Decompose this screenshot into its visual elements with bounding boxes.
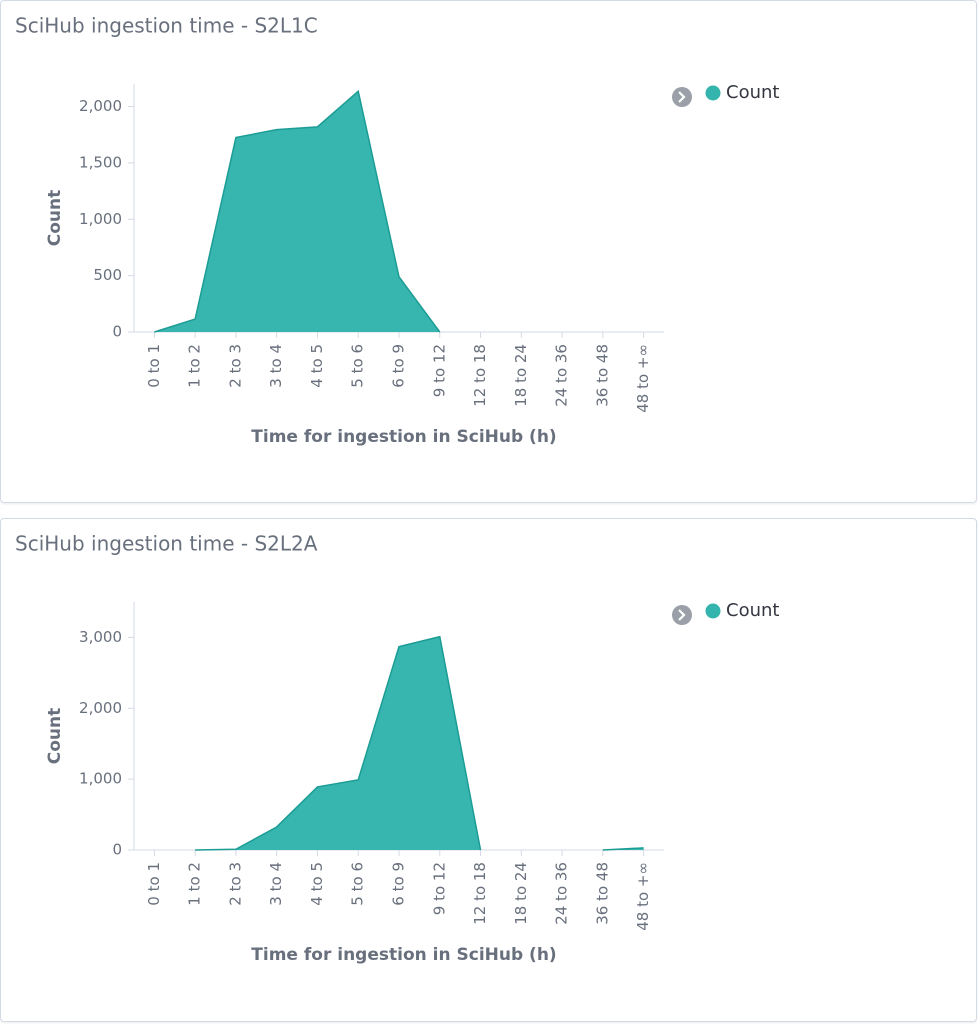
y-tick-label: 1,500 [79,153,122,171]
x-tick-label: 9 to 12 [430,344,448,397]
x-tick-label: 3 to 4 [267,344,285,388]
y-tick-label: 1,000 [79,210,122,228]
legend-label[interactable]: Count [726,600,779,621]
x-tick-label: 24 to 36 [553,344,571,407]
x-tick-label: 12 to 18 [471,344,489,407]
x-tick-label: 24 to 36 [553,862,571,925]
x-tick-label: 2 to 3 [226,344,244,388]
x-tick-label: 6 to 9 [390,344,408,388]
x-tick-label: 5 to 6 [349,862,367,906]
legend-label[interactable]: Count [726,82,779,103]
x-tick-label: 1 to 2 [186,862,204,906]
y-tick-label: 1,000 [79,770,122,788]
x-tick-label: 6 to 9 [390,862,408,906]
x-tick-label: 12 to 18 [471,862,489,925]
chart: SciHub ingestion time - S2L2A 0 1,000 2,000… [15,532,779,966]
x-tick-label: 3 to 4 [267,862,285,906]
x-tick-label: 18 to 24 [512,862,530,925]
x-tick-label: 18 to 24 [512,344,530,407]
y-tick-label: 2,000 [79,97,122,115]
legend-toggle-icon [678,609,686,621]
area [602,847,644,850]
x-tick-label: 0 to 1 [145,862,163,906]
line [154,89,441,333]
legend-toggle[interactable] [672,605,692,625]
x-tick-label: 48 to +∞ [634,344,652,413]
area [154,91,440,332]
x-tick-label: 36 to 48 [593,344,611,407]
y-tick-label: 500 [93,266,122,284]
legend: Count [672,600,779,625]
x-axis-title: Time for ingestion in SciHub (h) [251,427,556,447]
y-axis-title: Count [45,190,65,247]
chart-title: SciHub ingestion time - S2L2A [15,532,318,556]
line [195,635,482,851]
legend-toggle[interactable] [672,87,692,107]
x-tick-label: 4 to 5 [308,862,326,906]
area [195,636,481,850]
x-tick-label: 48 to +∞ [634,862,652,931]
y-tick-label: 2,000 [79,699,122,717]
chart: SciHub ingestion time - S2L1C 0 500 1,000 1,… [15,14,779,448]
chart-title: SciHub ingestion time - S2L1C [15,14,318,38]
x-tick-label: 5 to 6 [349,344,367,388]
y-tick-label: 0 [112,841,122,859]
x-tick-label: 1 to 2 [186,344,204,388]
panel: SciHub ingestion time - S2L2A 0 1,000 2,000… [0,518,977,1022]
y-axis-title: Count [45,708,65,765]
line [602,847,644,851]
legend-toggle-icon [678,91,686,103]
legend: Count [672,82,779,107]
y-tick-label: 0 [112,323,122,341]
legend-swatch [705,603,721,619]
x-tick-label: 9 to 12 [430,862,448,915]
x-axis-title: Time for ingestion in SciHub (h) [251,945,556,965]
y-tick-label: 3,000 [79,628,122,646]
x-tick-label: 0 to 1 [145,344,163,388]
x-tick-label: 2 to 3 [226,862,244,906]
panel: SciHub ingestion time - S2L1C 0 500 1,000 1,… [0,0,977,503]
x-tick-label: 4 to 5 [308,344,326,388]
legend-swatch [705,85,721,101]
x-tick-label: 36 to 48 [593,862,611,925]
